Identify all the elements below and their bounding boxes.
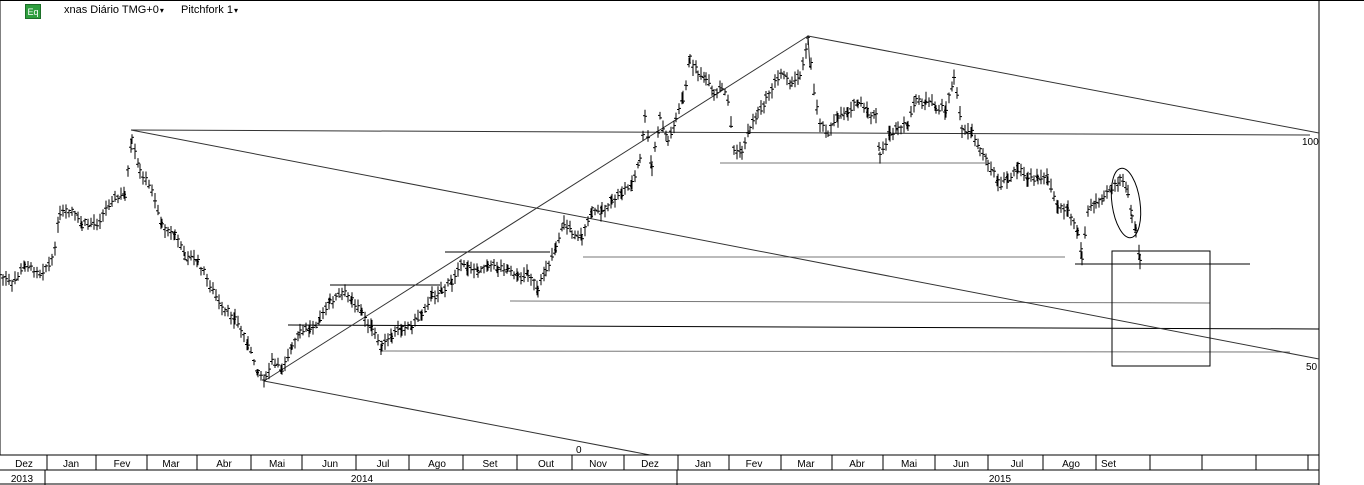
horizontal-line xyxy=(509,300,1211,304)
symbol-label: xnas Diário TMG+0 xyxy=(64,4,159,16)
month-label: Out xyxy=(538,459,554,470)
month-label: Abr xyxy=(216,459,232,470)
equity-icon-label: Eq xyxy=(27,7,39,17)
tool-label: Pitchfork 1 xyxy=(181,4,233,16)
equity-icon[interactable]: Eq xyxy=(25,4,41,19)
month-label: Set xyxy=(1101,459,1116,470)
month-label: Dez xyxy=(641,459,659,470)
year-label: 2015 xyxy=(989,474,1012,485)
month-label: Dez xyxy=(15,459,33,470)
month-label: Mar xyxy=(797,459,815,470)
pitchfork-level-label: 100 xyxy=(1302,137,1319,148)
month-label: Fev xyxy=(114,459,131,470)
year-label: 2014 xyxy=(351,474,374,485)
month-label: Jun xyxy=(953,459,969,470)
month-label: Ago xyxy=(1062,459,1080,470)
pitchfork-line xyxy=(263,35,809,382)
pitchfork-level-label: 50 xyxy=(1306,362,1318,373)
month-label: Fev xyxy=(746,459,763,470)
annotation-ellipse xyxy=(1110,167,1142,239)
annotations xyxy=(1110,167,1211,367)
chevron-down-icon: ▾ xyxy=(233,6,238,15)
month-label: Jan xyxy=(695,459,711,470)
month-label: Mar xyxy=(162,459,180,470)
symbol-selector[interactable]: xnas Diário TMG+0▾ xyxy=(64,4,164,16)
horizontal-line xyxy=(379,350,1291,353)
month-label: Jul xyxy=(377,459,390,470)
horizontal-line xyxy=(287,324,1320,330)
time-axis: Dez Jan Fev Mar Abr Mai Jun Jul Ago Set Out Nov Dez J… xyxy=(0,454,1319,485)
month-label: Nov xyxy=(589,459,607,470)
chevron-down-icon: ▾ xyxy=(159,6,164,15)
month-label: Abr xyxy=(849,459,865,470)
pitchfork-line xyxy=(807,35,1320,134)
pitchfork-level-label: 0 xyxy=(576,445,582,456)
pitchfork-line xyxy=(263,380,651,456)
year-label: 2013 xyxy=(11,474,34,485)
pitchfork-line xyxy=(130,129,1320,360)
month-label: Mai xyxy=(901,459,917,470)
chart-toolbar: Eq xnas Diário TMG+0▾ Pitchfork 1▾ xyxy=(0,0,1364,20)
month-label: Jan xyxy=(63,459,79,470)
month-label: Jun xyxy=(322,459,338,470)
month-label: Mai xyxy=(269,459,285,470)
support-resistance-lines xyxy=(287,162,1320,353)
andrews-pitchfork: 100 50 0 xyxy=(130,35,1320,456)
month-label: Set xyxy=(482,459,497,470)
drawing-tool-selector[interactable]: Pitchfork 1▾ xyxy=(181,4,238,16)
annotation-rectangle xyxy=(1111,250,1211,367)
month-label: Jul xyxy=(1011,459,1024,470)
month-label: Ago xyxy=(428,459,446,470)
ohlc-bars xyxy=(0,35,1142,388)
pitchfork-line xyxy=(130,129,1311,136)
